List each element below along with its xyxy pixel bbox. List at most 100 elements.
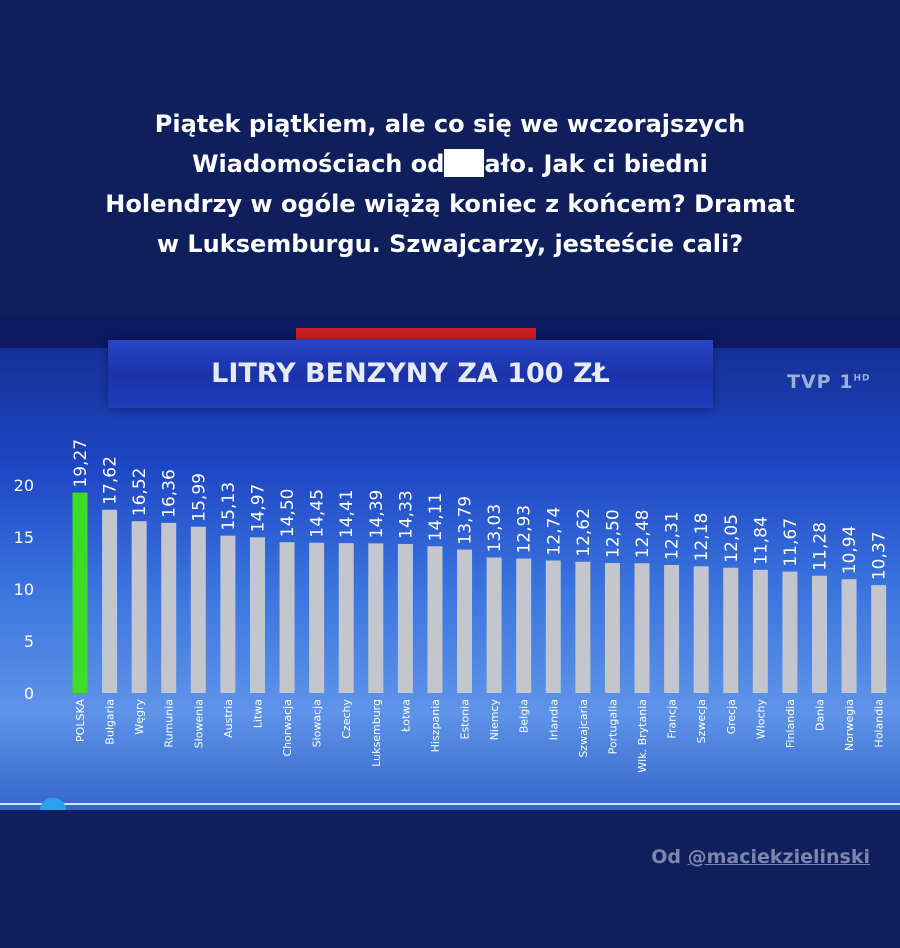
x-category-label: Grecja — [725, 699, 738, 734]
caption-line-2: Wiadomościach od ało. Jak ci biedni — [20, 144, 880, 184]
bar — [368, 543, 384, 693]
bar — [427, 546, 443, 693]
bar-value-label: 16,52 — [130, 468, 150, 517]
x-category-label: Finlandia — [784, 699, 797, 748]
credit-handle-link[interactable]: @maciekzielinski — [687, 846, 870, 868]
x-category-label: Francja — [666, 699, 679, 739]
bar-value-label: 11,28 — [811, 522, 831, 571]
bar — [693, 566, 709, 693]
x-category-label: Szwecja — [695, 699, 708, 743]
bar-value-label: 12,62 — [574, 508, 594, 557]
x-category-label: Słowenia — [192, 699, 205, 748]
bar-value-label: 11,84 — [751, 516, 771, 565]
y-tick-label: 20 — [14, 476, 34, 495]
bar — [634, 563, 650, 693]
bar — [752, 569, 768, 693]
bar — [841, 579, 857, 693]
chart-title: LITRY BENZYNY ZA 100 ZŁ — [211, 358, 610, 389]
bar-value-label: 12,50 — [603, 509, 623, 558]
bar-value-label: 14,39 — [367, 490, 387, 539]
bar-value-label: 13,03 — [485, 504, 505, 553]
bar-value-label: 17,62 — [101, 456, 121, 505]
bar-value-label: 14,33 — [396, 490, 416, 539]
x-category-label: Dania — [814, 699, 827, 731]
caption-line-4: w Luksemburgu. Szwajcarzy, jesteście cal… — [156, 230, 744, 258]
bar — [279, 542, 295, 693]
caption-line-2a: Wiadomościach od — [192, 150, 445, 178]
bar-value-label: 10,94 — [840, 526, 860, 575]
tvp1-logo-text: TVP 1 — [787, 371, 854, 393]
bar — [309, 542, 325, 693]
x-category-label: Rumunia — [163, 699, 176, 748]
bar — [486, 557, 502, 693]
x-category-label: Łotwa — [399, 699, 412, 733]
bar-value-label: 14,45 — [308, 489, 328, 538]
x-category-label: Chorwacja — [281, 699, 294, 757]
bar-value-label: 12,18 — [692, 513, 712, 562]
tv-screenshot: LITRY BENZYNY ZA 100 ZŁ TVP 1HD 0 5 10 15 20… — [0, 318, 900, 810]
title-banner — [108, 340, 713, 408]
bar-value-label: 11,67 — [781, 518, 801, 567]
bar-value-label: 14,41 — [337, 489, 357, 538]
bar — [575, 561, 591, 693]
x-category-label: POLSKA — [74, 699, 87, 742]
x-category-label: Czechy — [340, 699, 353, 739]
bar-value-label: 12,31 — [663, 511, 683, 560]
caption-line-3: Holendrzy w ogóle wiążą koniec z końcem?… — [105, 190, 795, 218]
caption-line-1: Piątek piątkiem, ale co się we wczorajsz… — [154, 110, 746, 138]
bar — [397, 543, 413, 693]
bar — [604, 563, 620, 693]
x-category-label: Szwajcaria — [577, 699, 590, 758]
bar — [516, 558, 532, 693]
x-category-label: Wlk. Brytania — [636, 699, 649, 773]
x-category-label: Estonia — [459, 699, 472, 740]
x-category-label: Hiszpania — [429, 699, 442, 752]
bar — [72, 492, 88, 693]
bar-chart: 0 5 10 15 20 19,27 POLSKA 17,62 Bułgaria 16,52 Węg… — [14, 439, 890, 773]
bar-value-label: 15,99 — [189, 473, 209, 522]
bar — [131, 521, 147, 693]
x-category-label: Austria — [222, 699, 235, 738]
y-tick-label: 5 — [24, 632, 34, 651]
bar-value-label: 10,37 — [870, 531, 890, 580]
bar — [723, 567, 739, 693]
caption-line-2b: ało. Jak ci biedni — [484, 150, 708, 178]
credit-prefix: Od — [651, 846, 688, 868]
x-category-label: Belgia — [518, 699, 531, 733]
bar-value-label: 16,36 — [160, 469, 180, 518]
bar — [812, 575, 827, 693]
bar-value-label: 15,13 — [219, 482, 239, 531]
bar — [338, 543, 354, 693]
bar-value-label: 14,97 — [248, 484, 268, 533]
bar — [782, 571, 798, 693]
progress-dot — [40, 798, 66, 810]
tvp1-logo: TVP 1HD — [787, 371, 870, 393]
bar — [249, 537, 265, 693]
x-category-label: Węgry — [133, 699, 146, 735]
y-tick-label: 15 — [14, 528, 34, 547]
bar-value-label: 12,48 — [633, 510, 653, 559]
x-category-label: Luksemburg — [370, 699, 383, 767]
x-category-label: Irlandia — [547, 699, 560, 740]
bar-value-label: 14,11 — [426, 493, 446, 542]
bar — [102, 509, 118, 693]
x-category-label: Niemcy — [488, 699, 501, 741]
tv-bottom-line — [0, 803, 900, 805]
x-category-label: Holandia — [873, 699, 886, 748]
bar — [190, 526, 206, 693]
x-category-label: Bułgaria — [104, 699, 117, 745]
bar — [161, 522, 177, 693]
credit: Od @maciekzielinski — [651, 846, 870, 868]
bar-value-label: 13,79 — [456, 496, 476, 545]
x-category-label: Litwa — [251, 699, 264, 728]
y-tick-label: 0 — [24, 684, 34, 703]
bar — [220, 535, 236, 693]
bar — [664, 564, 680, 693]
bar-value-label: 12,74 — [544, 507, 564, 556]
caption: Piątek piątkiem, ale co się we wczorajsz… — [20, 104, 880, 264]
bar-value-label: 14,50 — [278, 489, 298, 538]
x-category-label: Włochy — [754, 699, 767, 740]
bar-value-label: 12,05 — [722, 514, 742, 563]
bar — [457, 549, 473, 693]
x-category-label: Norwegia — [843, 699, 856, 751]
